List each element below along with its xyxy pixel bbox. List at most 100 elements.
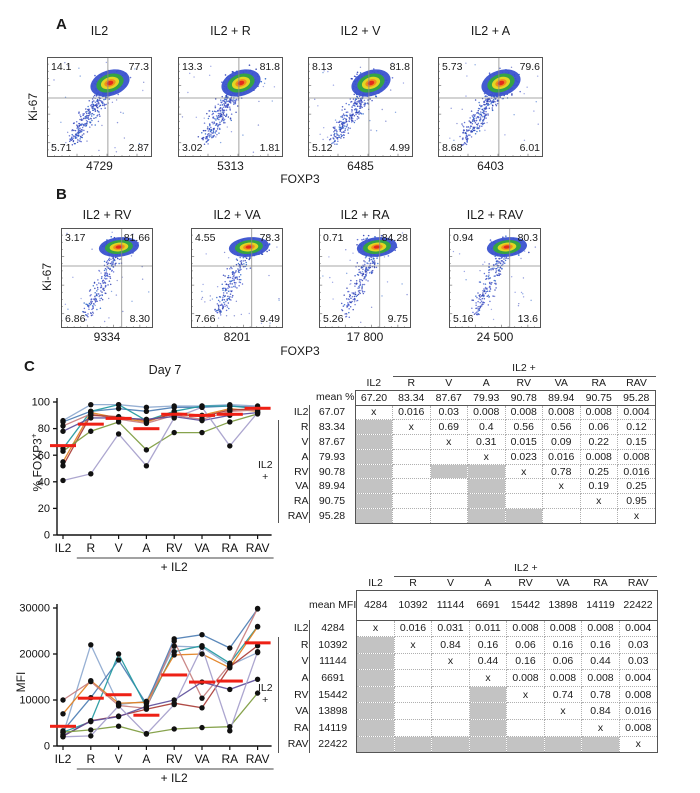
y-tick-label: 20000 xyxy=(19,649,50,661)
mean-value: 67.20 xyxy=(354,389,393,406)
data-point xyxy=(171,697,177,703)
panel-b-yaxis-label: Ki-67 xyxy=(40,263,54,292)
row-label: RAV xyxy=(278,508,310,524)
gray-cell xyxy=(468,685,508,704)
data-point xyxy=(60,459,66,465)
p-value-cell: 0.44 xyxy=(468,652,508,671)
column-group-header: IL2 + xyxy=(392,360,656,377)
mean-bar xyxy=(77,422,104,426)
data-point xyxy=(88,642,94,648)
data-point xyxy=(227,419,233,425)
panel-a-yaxis-label: Ki-67 xyxy=(26,93,40,122)
flow-plot-canvas: 0.71 84.28 5.26 9.75 xyxy=(319,228,411,328)
stat-table: IL2 + IL2 R V A RV VA RA RAV mean % 67.20 83.34 87.6… xyxy=(253,360,656,524)
p-value-cell: 0.84 xyxy=(431,636,470,654)
p-value-cell: 0.06 xyxy=(506,636,545,654)
y-tick-label: 20 xyxy=(38,503,50,515)
y-tick-label: 0 xyxy=(44,530,50,542)
quadrant-value: 0.94 xyxy=(453,232,474,244)
self-marker-cell: x xyxy=(354,404,393,421)
p-value-cell: 0.03 xyxy=(618,652,658,671)
foxp3-mfi-value: 17 800 xyxy=(346,330,384,344)
row-label: VA xyxy=(278,702,310,720)
y-tick-label: 40 xyxy=(38,476,50,488)
gray-cell xyxy=(543,735,583,754)
donor-line-s4 xyxy=(62,626,259,715)
gray-cell xyxy=(467,493,506,510)
p-value-cell: 0.008 xyxy=(506,669,545,687)
flow-plot-title: IL2 + VA xyxy=(213,208,261,222)
row-label: RA xyxy=(278,719,310,737)
gray-cell xyxy=(354,508,393,524)
row-label: IL2 xyxy=(278,405,310,420)
column-group-header: IL2 + xyxy=(394,560,658,577)
donor-line-s5 xyxy=(62,608,259,709)
gray-cell xyxy=(581,735,620,754)
data-point xyxy=(88,678,94,685)
flow-plot-canvas: 3.17 81.66 6.86 8.30 xyxy=(61,228,153,328)
quadrant-value: 13.6 xyxy=(518,313,539,325)
mean-value: 14119 xyxy=(581,589,620,621)
p-value-cell: 0.008 xyxy=(618,685,658,704)
donor-line-s7 xyxy=(62,411,258,432)
flow-plot-title: IL2 xyxy=(90,24,109,38)
row-mean-value: 67.07 xyxy=(318,406,346,419)
p-value-cell: 0.004 xyxy=(618,619,658,638)
flow-plot-title: IL2 + A xyxy=(470,24,511,38)
quadrant-value: 6.86 xyxy=(65,313,86,325)
self-marker-cell: x xyxy=(542,478,581,495)
quadrant-value: 77.3 xyxy=(129,61,150,73)
foxp3-mfi-value: 9334 xyxy=(93,330,121,344)
data-point xyxy=(143,447,150,453)
y-tick-label: 60 xyxy=(38,450,50,462)
gray-cell xyxy=(354,448,393,465)
data-point xyxy=(143,699,150,705)
p-value-cell: 0.56 xyxy=(504,419,543,436)
row-mean-value: 22422 xyxy=(318,738,348,751)
row-label: VA xyxy=(278,478,310,494)
data-point xyxy=(88,718,94,724)
data-point xyxy=(171,643,177,649)
self-marker-cell: x xyxy=(431,652,470,671)
column-header: R xyxy=(407,377,416,389)
quadrant-value: 80.3 xyxy=(518,232,539,244)
empty-cell xyxy=(393,702,433,721)
data-point xyxy=(88,733,94,739)
quadrant-value: 3.17 xyxy=(65,232,86,244)
row-label: V xyxy=(278,653,310,670)
row-mean-value: 79.93 xyxy=(318,450,346,463)
gray-cell xyxy=(467,508,506,524)
data-point xyxy=(60,734,66,740)
flow-plot-il2a: IL2 + A 5.73 79.6 8.68 6.01 6403 xyxy=(438,24,543,173)
empty-cell xyxy=(504,478,543,495)
p-value-cell: 0.78 xyxy=(581,685,620,704)
panel-b-xaxis-label: FOXP3 xyxy=(280,344,320,358)
empty-cell xyxy=(392,508,431,524)
x-category-label: RV xyxy=(166,752,182,766)
p-value-cell: 0.004 xyxy=(617,404,656,421)
x-category-label: R xyxy=(86,752,95,766)
self-marker-cell: x xyxy=(581,719,620,737)
gray-cell xyxy=(356,636,395,654)
data-point xyxy=(171,404,177,411)
gray-cell xyxy=(354,434,393,450)
mfi-pvalue-table: IL2 + IL2 R V A RV VA RA RAV mean MFI 4284 10392 111… xyxy=(253,560,658,754)
gray-cell xyxy=(354,478,393,495)
row-mean-value: 11144 xyxy=(319,655,347,668)
quadrant-value: 4.55 xyxy=(195,232,216,244)
mean-value: 11144 xyxy=(431,589,470,621)
x-category-label: VA xyxy=(194,752,209,766)
p-value-cell: 0.16 xyxy=(543,636,583,654)
data-point xyxy=(254,409,261,416)
quadrant-value: 9.49 xyxy=(260,313,281,325)
mean-bar xyxy=(105,693,132,697)
self-marker-cell: x xyxy=(543,702,583,721)
foxp3-mfi-value: 4729 xyxy=(86,159,113,173)
quadrant-value: 8.13 xyxy=(312,61,333,73)
empty-cell xyxy=(429,478,468,495)
column-header: RAV xyxy=(626,377,647,389)
mean-bar xyxy=(189,413,215,417)
p-value-cell: 0.15 xyxy=(617,434,656,450)
p-value-cell: 0.12 xyxy=(617,419,656,436)
row-label: RAV xyxy=(278,736,310,753)
